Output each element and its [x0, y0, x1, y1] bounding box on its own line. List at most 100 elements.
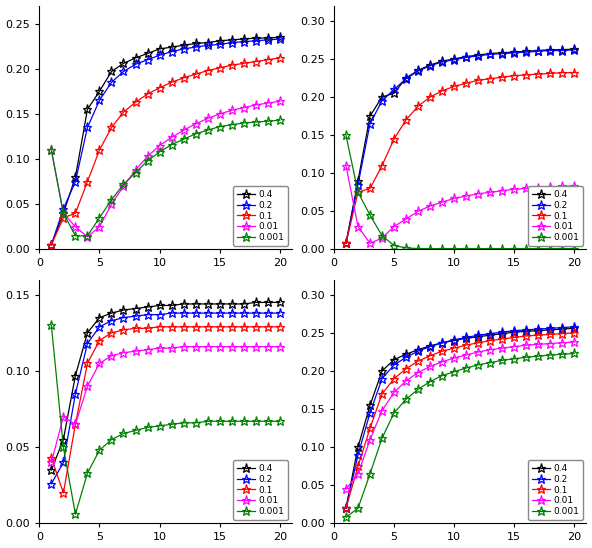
0.2 [132, 313, 139, 319]
Line: 0.2: 0.2 [342, 45, 579, 248]
0.01 [498, 345, 506, 351]
0.2 [451, 336, 458, 343]
0.4 [342, 240, 349, 247]
0.4 [403, 75, 410, 81]
0.01 [240, 104, 247, 111]
0.001 [378, 435, 385, 441]
0.4 [228, 301, 235, 307]
0.01 [523, 342, 530, 349]
0.4 [108, 310, 115, 316]
0.4 [403, 351, 410, 357]
0.1 [523, 72, 530, 78]
0.4 [72, 174, 79, 180]
0.2 [523, 327, 530, 333]
0.2 [439, 59, 446, 65]
0.001 [571, 350, 578, 357]
0.001 [84, 232, 91, 239]
0.2 [156, 311, 163, 318]
0.01 [168, 345, 175, 351]
0.1 [547, 331, 554, 338]
0.2 [547, 325, 554, 332]
0.001 [48, 322, 55, 329]
0.4 [559, 326, 566, 333]
0.4 [84, 106, 91, 113]
0.01 [120, 183, 127, 190]
0.1 [48, 455, 55, 461]
0.4 [264, 299, 271, 306]
0.001 [414, 386, 422, 392]
0.2 [180, 310, 187, 316]
0.01 [427, 363, 434, 370]
0.2 [204, 42, 211, 49]
0.001 [403, 396, 410, 402]
0.1 [168, 323, 175, 330]
0.4 [498, 330, 506, 337]
0.01 [240, 344, 247, 350]
0.2 [72, 391, 79, 397]
0.1 [439, 348, 446, 355]
0.001 [192, 130, 199, 137]
Line: 0.1: 0.1 [342, 328, 579, 513]
0.01 [498, 187, 506, 194]
0.4 [120, 307, 127, 313]
0.01 [216, 344, 223, 350]
0.2 [144, 56, 151, 63]
0.2 [264, 37, 271, 43]
0.1 [96, 147, 103, 153]
0.4 [192, 40, 199, 47]
Line: 0.001: 0.001 [47, 116, 284, 241]
0.4 [144, 50, 151, 56]
0.001 [120, 181, 127, 187]
0.4 [108, 68, 115, 75]
0.001 [72, 511, 79, 517]
0.01 [342, 162, 349, 169]
0.4 [204, 301, 211, 307]
0.01 [571, 183, 578, 190]
0.1 [523, 333, 530, 339]
0.4 [427, 342, 434, 349]
0.2 [439, 340, 446, 346]
0.1 [168, 79, 175, 85]
0.1 [571, 329, 578, 336]
0.001 [463, 364, 470, 371]
0.1 [487, 76, 494, 82]
0.001 [72, 232, 79, 239]
0.4 [216, 301, 223, 307]
0.2 [48, 481, 55, 487]
0.01 [511, 344, 518, 350]
0.4 [252, 299, 259, 306]
0.01 [120, 350, 127, 356]
0.01 [132, 167, 139, 173]
0.4 [48, 242, 55, 248]
0.001 [391, 409, 398, 416]
Line: 0.2: 0.2 [47, 309, 284, 488]
0.2 [414, 68, 422, 75]
0.01 [378, 407, 385, 414]
0.4 [366, 402, 374, 409]
0.2 [120, 68, 127, 75]
0.2 [355, 181, 362, 188]
0.4 [547, 47, 554, 53]
0.001 [511, 246, 518, 252]
0.4 [559, 47, 566, 53]
0.2 [276, 36, 284, 42]
0.4 [391, 90, 398, 96]
0.001 [60, 210, 67, 216]
0.4 [498, 49, 506, 56]
0.001 [228, 122, 235, 128]
0.01 [84, 233, 91, 240]
0.1 [475, 77, 482, 83]
0.001 [414, 246, 422, 252]
0.01 [252, 344, 259, 350]
0.1 [60, 214, 67, 221]
0.2 [391, 86, 398, 93]
0.4 [342, 505, 349, 511]
0.4 [252, 35, 259, 41]
Legend: 0.4, 0.2, 0.1, 0.01, 0.001: 0.4, 0.2, 0.1, 0.01, 0.001 [528, 186, 583, 246]
0.01 [511, 186, 518, 192]
Line: 0.01: 0.01 [47, 97, 284, 241]
0.1 [72, 421, 79, 427]
0.001 [204, 127, 211, 134]
0.4 [180, 301, 187, 307]
0.4 [571, 325, 578, 332]
